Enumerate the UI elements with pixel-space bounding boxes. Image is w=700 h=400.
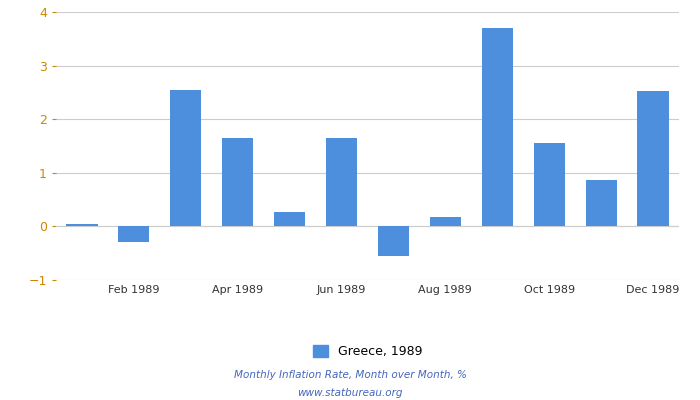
Bar <box>274 212 305 226</box>
Bar <box>326 138 357 226</box>
Bar <box>118 226 150 242</box>
Text: Monthly Inflation Rate, Month over Month, %: Monthly Inflation Rate, Month over Month… <box>234 370 466 380</box>
Bar <box>430 217 461 226</box>
Bar <box>170 90 202 226</box>
Text: www.statbureau.org: www.statbureau.org <box>298 388 402 398</box>
Bar <box>222 138 253 226</box>
Bar <box>66 224 97 226</box>
Bar <box>638 91 668 226</box>
Bar <box>378 226 409 256</box>
Legend: Greece, 1989: Greece, 1989 <box>313 345 422 358</box>
Bar <box>533 143 565 226</box>
Bar <box>482 28 513 226</box>
Bar <box>585 180 617 226</box>
